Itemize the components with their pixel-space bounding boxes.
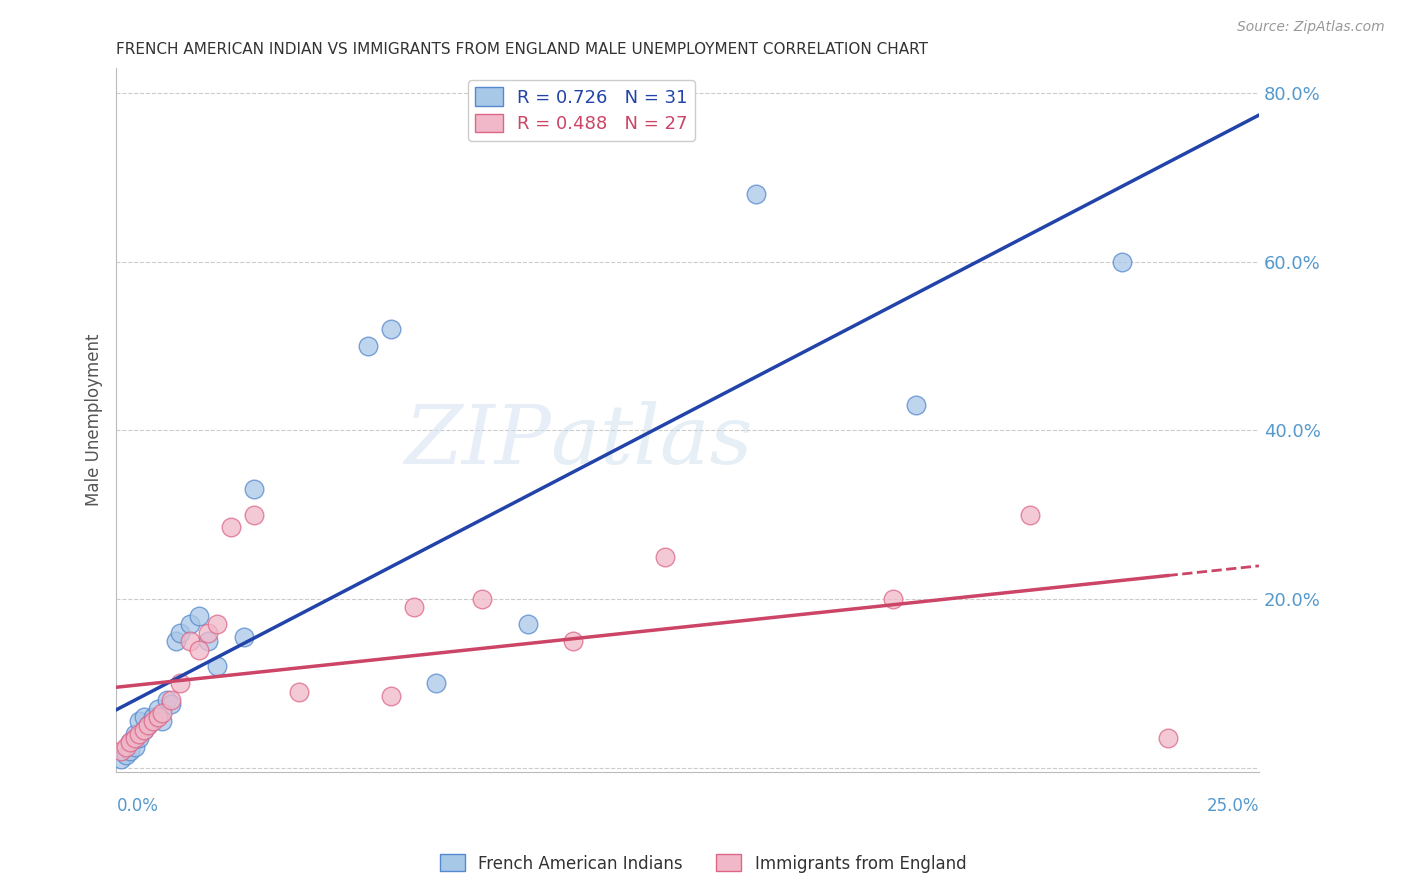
Point [1019,508,1042,522]
Point [745,187,768,202]
Point [110,752,132,766]
Point [242,483,264,497]
Point [150,706,173,720]
Text: atlas: atlas [551,401,754,481]
Point [132,723,155,737]
Point [114,739,136,754]
Point [197,625,219,640]
Point [132,710,155,724]
Point [233,630,256,644]
Point [882,592,904,607]
Point [138,718,160,732]
Point [1111,254,1133,268]
Point [124,739,146,754]
Point [205,617,228,632]
Text: ZIP: ZIP [404,401,551,481]
Point [138,718,160,732]
Point [1156,731,1178,746]
Point [110,744,132,758]
Point [128,727,150,741]
Point [357,339,380,353]
Point [132,723,155,737]
Point [179,634,201,648]
Point [128,731,150,746]
Point [146,710,169,724]
Point [197,634,219,648]
Point [654,549,676,564]
Point [124,731,146,746]
Point [562,634,585,648]
Point [128,714,150,729]
Point [205,659,228,673]
Text: Source: ZipAtlas.com: Source: ZipAtlas.com [1237,20,1385,34]
Point [160,693,183,707]
Point [169,676,191,690]
Point [219,520,242,534]
Point [471,592,494,607]
Point [146,701,169,715]
Point [142,714,165,729]
Point [169,625,191,640]
Point [242,508,264,522]
Point [425,676,447,690]
Point [187,642,209,657]
Y-axis label: Male Unemployment: Male Unemployment [86,334,103,506]
Point [179,617,201,632]
Point [142,710,165,724]
Legend: R = 0.726   N = 31, R = 0.488   N = 27: R = 0.726 N = 31, R = 0.488 N = 27 [468,80,695,141]
Point [120,735,142,749]
Point [120,744,142,758]
Point [380,689,402,703]
Point [165,634,187,648]
Point [124,727,146,741]
Point [150,714,173,729]
Point [516,617,538,632]
Point [905,398,928,412]
Point [120,735,142,749]
Point [160,698,183,712]
Legend: French American Indians, Immigrants from England: French American Indians, Immigrants from… [433,847,973,880]
Text: FRENCH AMERICAN INDIAN VS IMMIGRANTS FROM ENGLAND MALE UNEMPLOYMENT CORRELATION : FRENCH AMERICAN INDIAN VS IMMIGRANTS FRO… [117,42,928,57]
Text: 0.0%: 0.0% [117,797,159,815]
Point [380,322,402,336]
Point [288,685,311,699]
Text: 25.0%: 25.0% [1206,797,1258,815]
Point [187,608,209,623]
Point [156,693,179,707]
Point [114,747,136,762]
Point [402,600,425,615]
